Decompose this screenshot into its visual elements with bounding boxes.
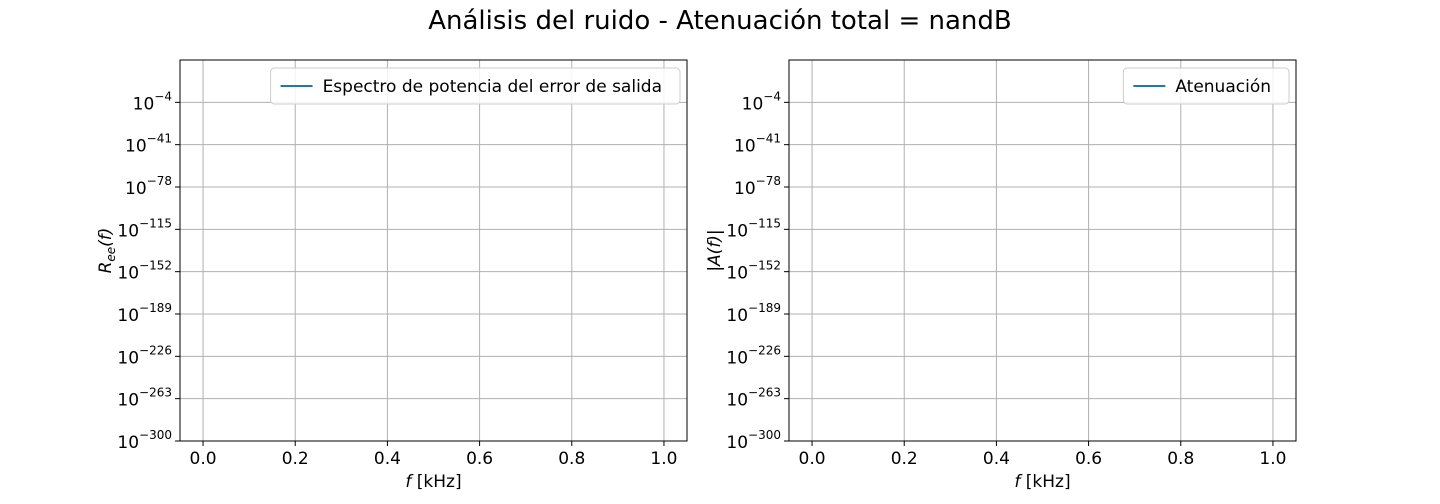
y-tick-label: 10−189: [117, 301, 172, 326]
y-tick-label: 10−4: [133, 89, 172, 114]
y-tick-label: 10−263: [726, 386, 781, 411]
y-tick-label: 10−300: [726, 428, 781, 453]
x-tick-label: 0.0: [799, 449, 826, 469]
axes-frame: [179, 59, 688, 442]
figure-title: Análisis del ruido - Atenuación total = …: [428, 6, 1012, 36]
x-tick-label: 0.4: [983, 449, 1010, 469]
legend: Espectro de potencia del error de salida: [270, 67, 681, 105]
y-tick-label: 10−300: [117, 428, 172, 453]
y-tick-label: 10−263: [117, 386, 172, 411]
y-tick-label: 10−41: [125, 132, 172, 157]
y-tick-label: 10−226: [117, 343, 172, 368]
y-tick-label: 10−41: [734, 132, 781, 157]
y-tick-label: 10−189: [726, 301, 781, 326]
x-tick-label: 0.4: [374, 449, 401, 469]
axes-frame: [788, 59, 1297, 442]
y-tick-label: 10−226: [726, 343, 781, 368]
x-tick-label: 0.8: [558, 449, 585, 469]
legend-box: [1122, 67, 1290, 105]
x-tick-label: 0.6: [466, 449, 493, 469]
x-axis-label: f [kHz]: [405, 472, 461, 492]
x-tick-label: 0.8: [1167, 449, 1194, 469]
y-tick-label: 10−152: [726, 259, 781, 284]
y-tick-label: 10−152: [117, 259, 172, 284]
x-tick-label: 0.6: [1075, 449, 1102, 469]
legend-label: Atenuación: [1175, 77, 1271, 97]
x-tick-label: 0.0: [190, 449, 217, 469]
x-tick-label: 1.0: [650, 449, 677, 469]
chart-2: 0.0 0.2 0.4 0.6 0.8 1.0 10−4 10−41 10−78 10−115 10…: [705, 59, 1297, 492]
legend-label: Espectro de potencia del error de salida: [323, 77, 662, 97]
y-axis-label: Ree(f): [96, 228, 118, 274]
legend-box: [270, 67, 681, 105]
y-tick-label: 10−78: [734, 174, 781, 199]
legend: Atenuación: [1122, 67, 1290, 105]
chart-1: 0.0 0.2 0.4 0.6 0.8 1.0 10−4 10−41 10−78 10−115 10…: [96, 59, 688, 492]
x-tick-label: 0.2: [891, 449, 918, 469]
x-axis-label: f [kHz]: [1014, 472, 1070, 492]
y-tick-label: 10−78: [125, 174, 172, 199]
y-axis-label: |A(f)|: [705, 229, 725, 271]
y-tick-label: 10−115: [726, 216, 781, 241]
y-tick-label: 10−115: [117, 216, 172, 241]
y-tick-label: 10−4: [742, 89, 781, 114]
x-tick-label: 0.2: [282, 449, 309, 469]
x-tick-label: 1.0: [1259, 449, 1286, 469]
